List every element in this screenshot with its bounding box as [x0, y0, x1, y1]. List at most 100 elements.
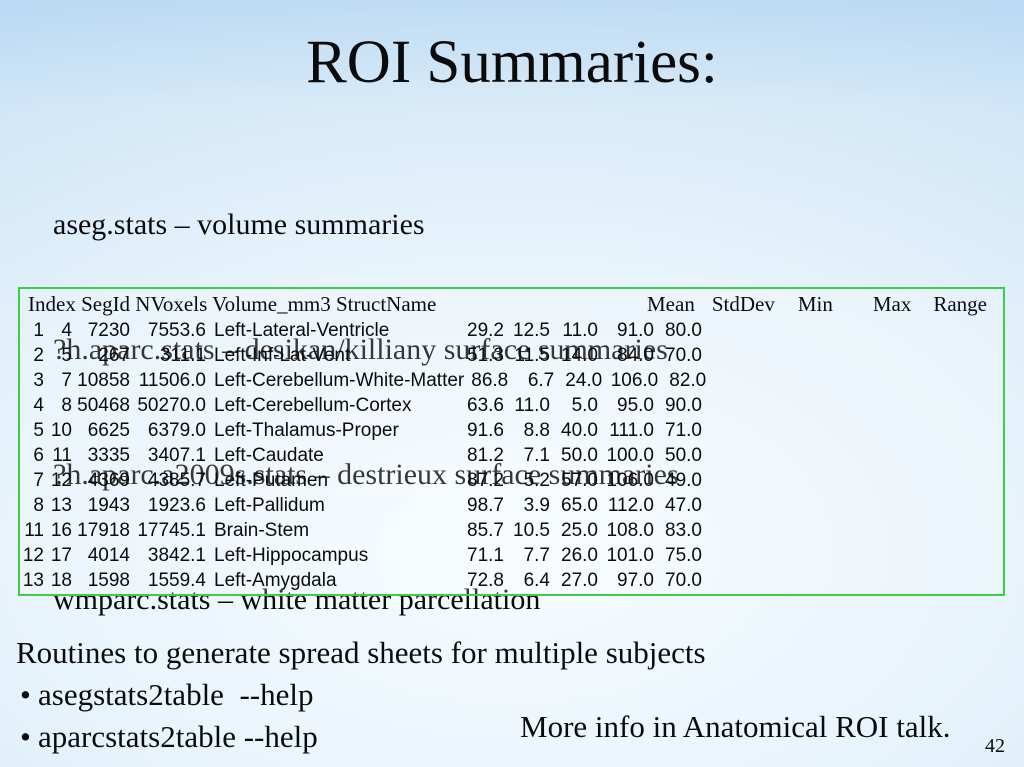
cell-volume-mm3: 11506.0	[138, 370, 206, 391]
cell-volume-mm3: 7553.6	[147, 320, 206, 341]
cell-index: 13	[22, 570, 44, 591]
cell-segid: 11	[52, 445, 72, 466]
cell-min: 57.0	[561, 470, 598, 491]
cell-max: 101.0	[606, 545, 654, 566]
bullet-icon: •	[20, 677, 31, 712]
cell-segid: 16	[50, 520, 72, 541]
cell-stddev: 11.0	[514, 395, 550, 416]
cell-segid: 12	[50, 470, 72, 491]
cell-structname: Left-Thalamus-Proper	[214, 420, 399, 441]
column-header: Min	[797, 292, 833, 316]
cell-index: 5	[33, 420, 44, 441]
cell-max: 106.0	[610, 370, 659, 391]
cell-max: 112.0	[607, 495, 654, 516]
cell-stddev: 6.4	[523, 570, 550, 591]
cell-volume-mm3: 17745.1	[137, 520, 206, 541]
cell-range: 49.0	[665, 470, 702, 491]
cell-min: 24.0	[565, 370, 603, 391]
cell-nvoxels: 50468	[77, 395, 130, 416]
cell-stddev: 3.9	[523, 495, 550, 516]
cell-nvoxels: 10858	[77, 370, 130, 391]
stats-table-header: Index SegId NVoxels Volume_mm3 StructNam…	[20, 289, 1003, 317]
cell-stddev: 7.7	[523, 545, 550, 566]
cell-index: 12	[22, 545, 44, 566]
cell-stddev: 7.1	[523, 445, 550, 466]
stats-file-line-aparc-a2009s: ?h.aparc.a2009s.stats – destrieux surfac…	[53, 457, 679, 491]
cell-mean: 51.3	[467, 345, 504, 366]
cell-stddev: 10.5	[513, 520, 550, 541]
cell-structname: Brain-Stem	[214, 520, 310, 541]
cell-mean: 71.1	[467, 545, 504, 566]
list-item-asegstats2table: • asegstats2table --help	[20, 674, 318, 716]
cell-range: 71.0	[665, 420, 702, 441]
cell-mean: 72.8	[467, 570, 504, 591]
cell-segid: 7	[61, 370, 72, 391]
command-text: aparcstats2table --help	[38, 719, 318, 754]
cell-stddev: 8.8	[523, 420, 550, 441]
cell-min: 27.0	[561, 570, 598, 591]
cell-volume-mm3: 3842.1	[147, 545, 206, 566]
cell-index: 3	[33, 370, 44, 391]
cell-nvoxels: 17918	[77, 520, 130, 541]
table-row: 1 4 7230 7553.6 Left-Lateral-Ventricle 2…	[20, 318, 1003, 343]
cell-volume-mm3: 1559.4	[147, 570, 206, 591]
cell-volume-mm3: 6379.0	[147, 420, 206, 441]
table-row: 3 7 10858 11506.0 Left-Cerebellum-White-…	[20, 368, 1003, 393]
cell-nvoxels: 4014	[87, 545, 130, 566]
stats-file-line-aparc: ?h.aparc.stats – desikan/killiany surfac…	[53, 332, 668, 366]
table-row: 5 10 6625 6379.0 Left-Thalamus-Proper 91…	[20, 418, 1003, 443]
cell-index: 7	[33, 470, 44, 491]
cell-structname: Left-Amygdala	[214, 570, 337, 591]
cell-min: 65.0	[561, 495, 598, 516]
cell-segid: 13	[50, 495, 72, 516]
cell-range: 75.0	[665, 545, 702, 566]
table-row: 8 13 1943 1923.6 Left-Pallidum 98.7 3.9 …	[20, 493, 1003, 518]
cell-min: 5.0	[571, 395, 598, 416]
cell-mean: 85.7	[467, 520, 504, 541]
cell-index: 6	[33, 445, 44, 466]
cell-range: 70.0	[665, 345, 702, 366]
cell-stddev: 11.5	[514, 345, 550, 366]
cell-range: 47.0	[665, 495, 702, 516]
cell-structname: Left-Inf-Lat-Vent	[214, 345, 351, 366]
cell-max: 91.0	[617, 320, 654, 341]
command-list: • asegstats2table --help • aparcstats2tabl…	[20, 674, 318, 758]
cell-max: 100.0	[606, 445, 654, 466]
cell-structname: Left-Cerebellum-White-Matter	[214, 370, 465, 391]
cell-nvoxels: 7230	[87, 320, 130, 341]
list-item-aparcstats2table: • aparcstats2table --help	[20, 716, 318, 758]
cell-mean: 86.8	[471, 370, 509, 391]
cell-segid: 8	[61, 395, 72, 416]
page-title: ROI Summaries:	[306, 29, 718, 96]
cell-max: 97.0	[617, 570, 654, 591]
cell-max: 111.0	[609, 420, 654, 441]
cell-mean: 29.2	[467, 320, 504, 341]
cell-structname: Left-Lateral-Ventricle	[214, 320, 390, 341]
cell-stddev: 12.5	[513, 320, 550, 341]
cell-structname: Left-Hippocampus	[214, 545, 369, 566]
cell-volume-mm3: 4385.7	[147, 470, 206, 491]
cell-mean: 87.2	[467, 470, 504, 491]
aseg-stats-table: Index SegId NVoxels Volume_mm3 StructNam…	[18, 287, 1005, 596]
cell-mean: 91.6	[467, 420, 504, 441]
table-row: 12 17 4014 3842.1 Left-Hippocampus 71.1 …	[20, 543, 1003, 568]
cell-volume-mm3: 1923.6	[147, 495, 206, 516]
cell-stddev: 5.2	[523, 470, 550, 491]
cell-mean: 63.6	[467, 395, 504, 416]
cell-index: 1	[33, 320, 44, 341]
cell-segid: 4	[61, 320, 72, 341]
cell-range: 83.0	[665, 520, 702, 541]
cell-nvoxels: 6625	[87, 420, 130, 441]
table-row: 11 16 17918 17745.1 Brain-Stem 85.7 10.5…	[20, 518, 1003, 543]
cell-min: 26.0	[561, 545, 598, 566]
cell-max: 84.0	[617, 345, 654, 366]
cell-stddev: 6.7	[527, 370, 555, 391]
table-header-right: Mean StdDev Min Max Range	[647, 291, 987, 317]
cell-mean: 98.7	[467, 495, 504, 516]
table-row: 13 18 1598 1559.4 Left-Amygdala 72.8 6.4…	[20, 568, 1003, 593]
cell-segid: 5	[61, 345, 72, 366]
cell-segid: 18	[50, 570, 72, 591]
cell-min: 14.0	[561, 345, 598, 366]
cell-index: 2	[33, 345, 44, 366]
column-header: Mean	[647, 292, 695, 316]
